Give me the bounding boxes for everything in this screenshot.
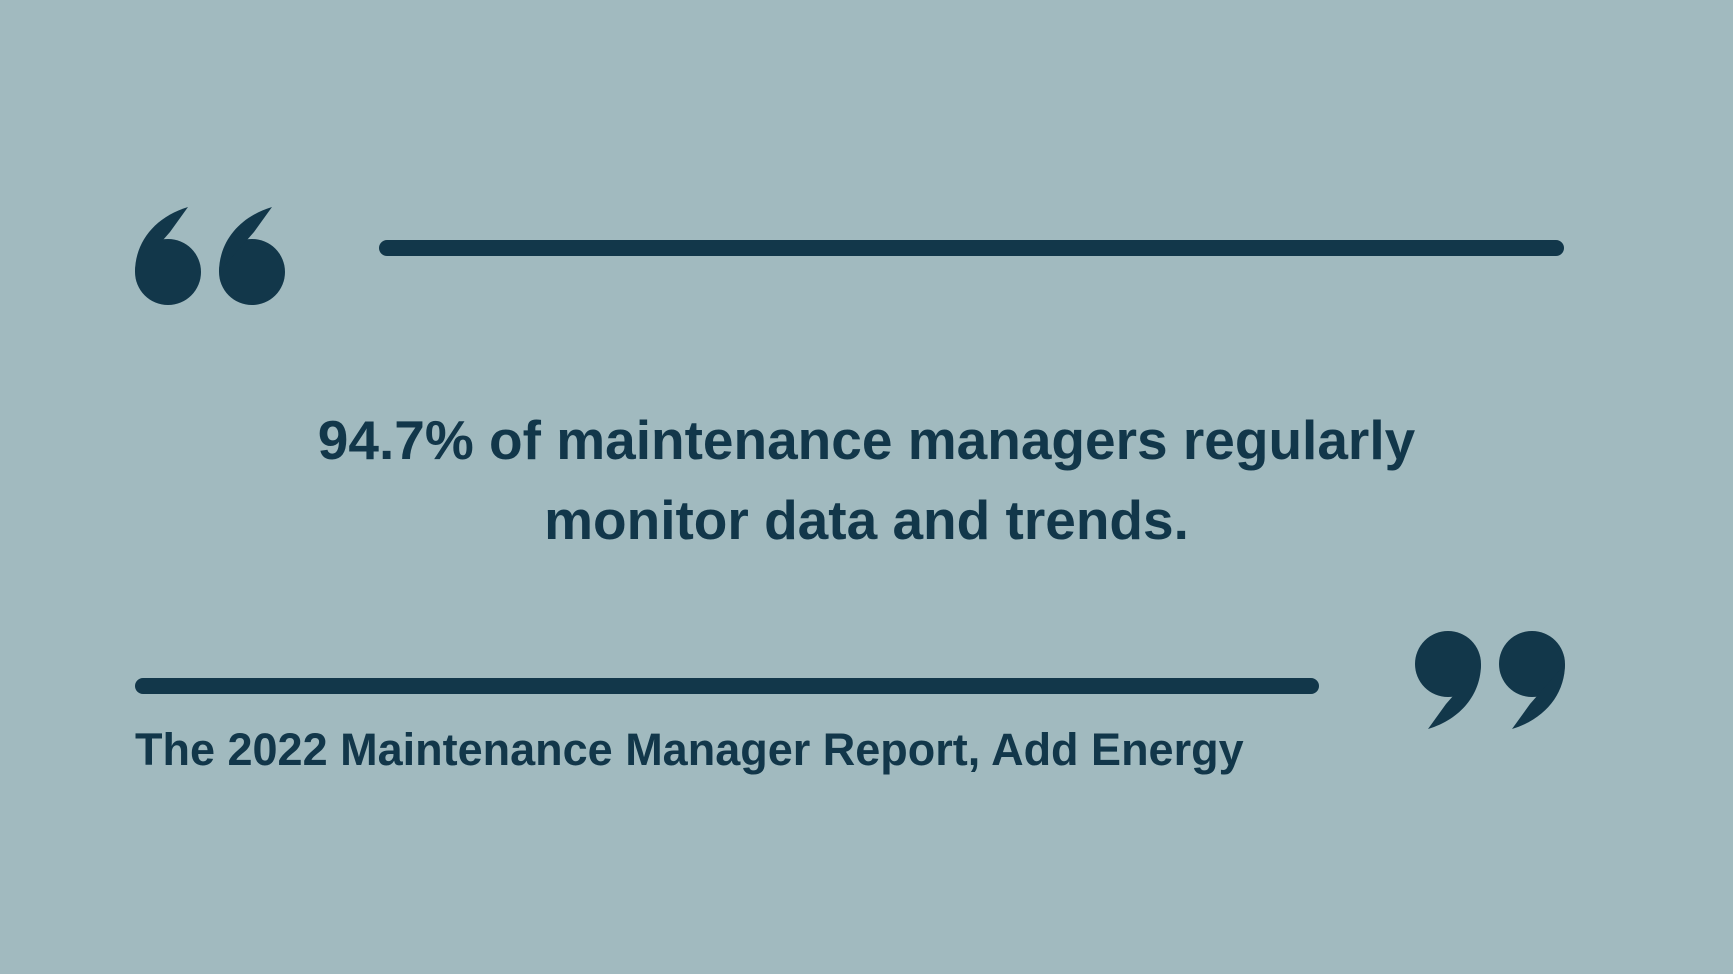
close-quote-icon bbox=[1415, 631, 1565, 729]
quote-line-1: 94.7% of maintenance managers regularly bbox=[317, 409, 1416, 471]
open-quote-icon bbox=[135, 207, 285, 305]
citation: The 2022 Maintenance Manager Report, Add… bbox=[135, 724, 1244, 775]
top-divider bbox=[379, 240, 1564, 256]
quote-text: 94.7% of maintenance managers regularly … bbox=[0, 400, 1733, 560]
bottom-divider bbox=[135, 678, 1319, 694]
quote-line-2: monitor data and trends. bbox=[544, 489, 1189, 551]
